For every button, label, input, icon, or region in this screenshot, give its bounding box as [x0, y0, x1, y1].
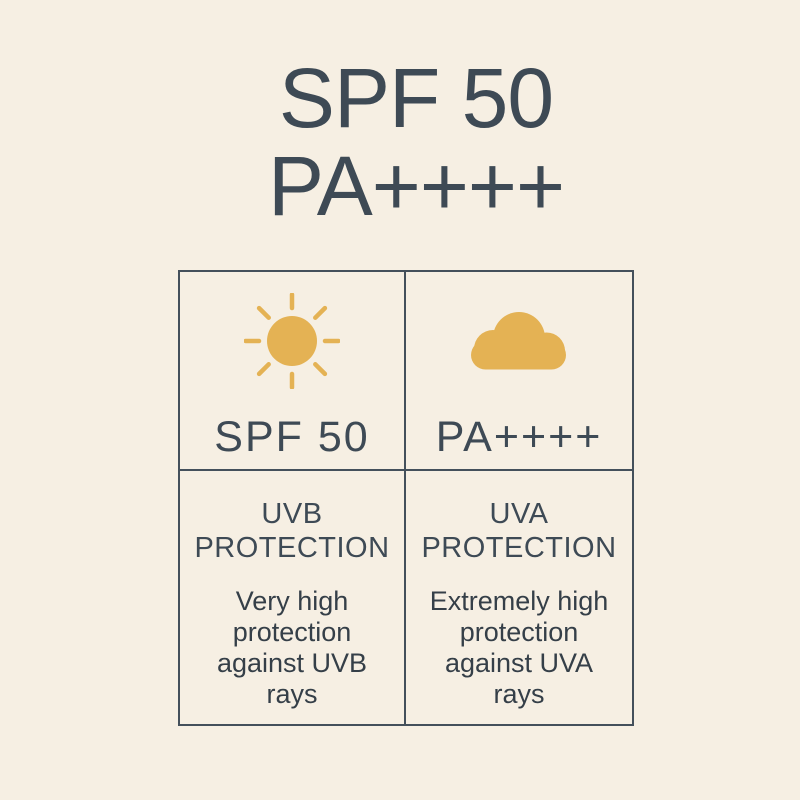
cell-uva: UVA PROTECTION Extremely high protection…: [406, 471, 632, 724]
title-line-spf: SPF 50: [278, 51, 554, 145]
cloud-icon: [471, 293, 567, 389]
uvb-heading: UVB PROTECTION: [194, 498, 390, 564]
sun-icon: [244, 293, 340, 389]
cell-uvb: UVB PROTECTION Very high protection agai…: [180, 471, 406, 724]
uva-description: Extremely high protection against UVA ra…: [429, 586, 609, 709]
uva-heading: UVA PROTECTION: [421, 498, 617, 564]
cell-pa: PA++++: [406, 272, 632, 471]
cell-spf50: SPF 50: [180, 272, 406, 471]
title-line-pa: PA++++: [267, 139, 565, 233]
uvb-description: Very high protection against UVB rays: [216, 586, 368, 709]
protection-table: SPF 50 PA++++ UVB PROTECTION Very high p…: [178, 270, 634, 726]
page-title: SPF 50 PA++++: [16, 54, 800, 230]
spf-label: SPF 50: [214, 413, 370, 461]
pa-label: PA++++: [435, 413, 603, 461]
